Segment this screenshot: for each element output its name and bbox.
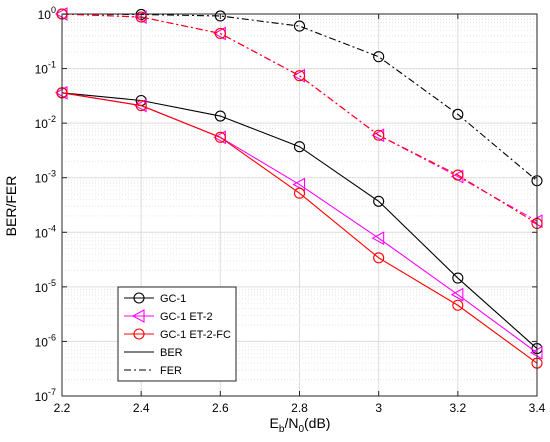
y-tick-base: 10 <box>38 8 52 22</box>
y-tick-base: 10 <box>35 63 49 77</box>
data-point-gc-1-et-2-fc-fer <box>452 169 464 181</box>
x-tick-label: 2.4 <box>133 401 150 415</box>
y-tick-exponent: -7 <box>48 387 56 397</box>
data-point-gc-1-et-2-fc-ber <box>135 100 147 112</box>
y-tick-label: 10-6 <box>35 332 56 349</box>
x-tick-label: 3.4 <box>529 401 546 415</box>
x-label-mid: /N <box>284 415 298 431</box>
data-point-gc-1-fer <box>373 51 385 63</box>
data-point-gc-1-ber <box>214 110 226 122</box>
data-point-gc-1-et-2-fc-ber <box>373 252 385 264</box>
data-point-gc-1-et-2-ber <box>292 177 306 192</box>
x-tick-label: 2.2 <box>54 401 71 415</box>
y-tick-exponent: -5 <box>48 278 56 288</box>
y-tick-base: 10 <box>35 172 49 186</box>
data-point-gc-1-et-2-fc-fer <box>293 70 306 82</box>
x-label-sub: b <box>279 424 285 435</box>
data-point-gc-1-et-2-ber <box>371 231 385 246</box>
legend-marker-gc-1-et-2 <box>131 309 145 323</box>
y-tick-label: 10-2 <box>35 114 56 131</box>
axis-ticks: 2.2 2.4 2.6 2.8 3 3.2 3.410010-110-210-310-410… <box>35 5 546 415</box>
data-point-gc-1-et-2-fc-ber <box>452 299 464 311</box>
data-point-gc-1-et-2-ber <box>450 287 464 302</box>
data-point-gc-1-et-2-fc-fer <box>373 129 385 141</box>
y-tick-label: 10-1 <box>35 60 56 77</box>
y-tick-label: 10-4 <box>35 223 56 240</box>
data-point-gc-1-ber <box>373 195 385 207</box>
y-tick-base: 10 <box>35 226 49 240</box>
x-tick-label: 2.6 <box>212 401 229 415</box>
y-tick-exponent: 0 <box>51 5 56 15</box>
data-point-gc-1-et-2-fc-fer <box>214 27 226 40</box>
grid <box>61 13 538 397</box>
legend-marker-gc-1-et-2-fc <box>133 328 145 340</box>
y-tick-base: 10 <box>35 117 49 131</box>
y-tick-exponent: -6 <box>48 332 56 342</box>
legend-label-ber: BER <box>160 347 183 359</box>
data-point-gc-1-ber <box>452 272 464 284</box>
x-label-sub2: 0 <box>298 424 304 435</box>
data-point-gc-1-fer <box>452 108 464 120</box>
y-tick-base: 10 <box>35 335 49 349</box>
x-tick-label: 3 <box>375 401 382 415</box>
y-tick-exponent: -1 <box>48 60 56 70</box>
data-point-gc-1-fer <box>214 10 226 22</box>
legend-label-gc-1-et-2-fc: GC-1 ET-2-FC <box>160 329 231 341</box>
y-tick-label: 10-3 <box>35 169 56 186</box>
legend-marker-gc-1 <box>133 292 145 304</box>
data-point-gc-1-et-2-fc-fer <box>135 11 147 23</box>
y-tick-label: 10-5 <box>35 278 56 295</box>
data-point-gc-1-fer <box>293 20 306 32</box>
legend-label-fer: FER <box>160 365 182 377</box>
legend-label-gc-1: GC-1 <box>160 293 186 305</box>
data-point-gc-1-et-2-fc-ber <box>293 187 306 199</box>
y-axis-label: BER/FER <box>3 176 19 237</box>
y-tick-label: 100 <box>38 5 56 22</box>
legend-label-gc-1-et-2: GC-1 ET-2 <box>160 311 213 323</box>
x-axis-label: Eb/N0(dB) <box>270 415 331 435</box>
y-tick-base: 10 <box>35 281 49 295</box>
series-line-gc-1-et-2-fc-ber <box>61 92 538 364</box>
x-tick-label: 3.2 <box>449 401 466 415</box>
y-tick-exponent: -3 <box>48 169 56 179</box>
legend: GC-1 GC-1 ET-2 GC-1 ET-2-FC BER FER <box>117 286 237 382</box>
data-point-gc-1-et-2-fc-ber <box>214 131 226 143</box>
x-tick-label: 2.8 <box>291 401 308 415</box>
y-tick-exponent: -4 <box>48 223 56 233</box>
y-tick-exponent: -2 <box>48 114 56 124</box>
x-label-tail: (dB) <box>304 415 330 431</box>
data-point-gc-1-ber <box>293 141 306 153</box>
y-tick-label: 10-7 <box>35 387 56 404</box>
x-label-main: E <box>270 415 279 431</box>
y-tick-base: 10 <box>35 390 49 404</box>
